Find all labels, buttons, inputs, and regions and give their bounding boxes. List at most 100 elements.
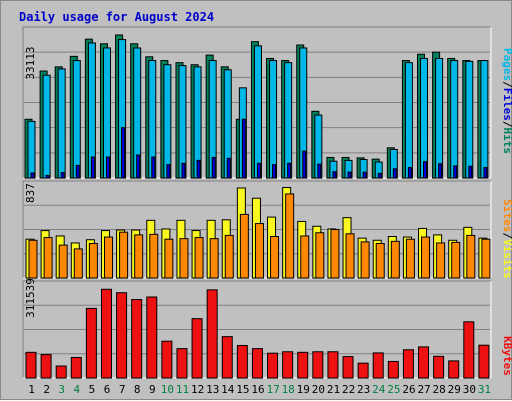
sites-bar	[28, 239, 38, 279]
legend-visits-panel: Sites/Visits	[501, 199, 512, 279]
pages-bar	[483, 167, 488, 179]
pages-bar	[332, 171, 337, 179]
sites-bar	[88, 243, 98, 279]
day-label: 12	[191, 383, 204, 396]
day-label: 20	[312, 383, 325, 396]
kbytes-bar	[357, 362, 369, 379]
pages-bar	[60, 172, 65, 179]
sites-bar	[345, 233, 355, 279]
kbytes-y-tick-label: 311539	[24, 278, 37, 318]
kbytes-bar	[372, 352, 384, 379]
legend-sites: Sites	[501, 199, 512, 232]
kbytes-bar	[176, 348, 188, 379]
kbytes-bar	[40, 354, 52, 379]
pages-bar	[453, 165, 458, 179]
kbytes-bar	[297, 351, 309, 379]
pages-bar	[90, 156, 95, 179]
kbytes-bar	[312, 351, 324, 379]
legend-hits: Hits	[501, 128, 512, 155]
sites-bar	[149, 233, 159, 279]
sites-bar	[119, 231, 129, 279]
kbytes-bar	[327, 351, 339, 379]
sites-bar	[164, 238, 174, 279]
files-bar	[163, 64, 172, 179]
files-bar	[450, 60, 459, 179]
day-label: 3	[58, 383, 65, 396]
kbytes-bar	[267, 352, 279, 379]
day-label: 8	[134, 383, 141, 396]
day-label: 28	[433, 383, 446, 396]
kbytes-bar	[161, 340, 173, 379]
pages-bar	[407, 167, 412, 179]
day-label: 30	[463, 383, 476, 396]
kbytes-bar	[221, 336, 233, 379]
sites-bar	[421, 236, 431, 279]
day-label: 25	[387, 383, 400, 396]
sites-bar	[375, 243, 385, 279]
files-bar	[57, 68, 66, 179]
pages-bar	[151, 156, 156, 179]
day-label: 9	[149, 383, 156, 396]
pages-bar	[287, 162, 292, 179]
kbytes-bar	[85, 307, 97, 379]
day-label: 29	[448, 383, 461, 396]
pages-bar	[392, 168, 397, 179]
pages-bar	[136, 154, 141, 179]
sites-bar	[330, 229, 340, 279]
files-bar	[284, 62, 293, 179]
legend-pages: Pages	[501, 48, 512, 81]
legend-hits-panel: Pages/Files/Hits	[501, 48, 512, 154]
kbytes-bar	[191, 318, 203, 379]
sites-bar	[43, 237, 53, 279]
files-bar	[404, 62, 413, 179]
visits-y-tick-label: 837	[24, 183, 37, 203]
kbytes-bar	[206, 289, 218, 379]
pages-bar	[438, 163, 443, 179]
pages-bar	[362, 171, 367, 179]
pages-bar	[347, 171, 352, 179]
pages-bar	[45, 174, 50, 179]
pages-bar	[272, 164, 277, 179]
sites-bar	[239, 213, 249, 279]
kbytes-bar	[25, 351, 37, 379]
hits-files-pages-panel	[22, 26, 492, 179]
sites-bar	[254, 223, 264, 279]
day-label: 5	[89, 383, 96, 396]
pages-bar	[121, 127, 126, 179]
pages-bar	[302, 150, 307, 179]
files-bar	[42, 74, 51, 179]
chart-title: Daily usage for August 2024	[19, 10, 214, 24]
hits-y-tick-label: 33113	[24, 46, 37, 79]
day-label: 27	[417, 383, 430, 396]
kbytes-bar	[146, 296, 158, 379]
pages-bar	[181, 162, 186, 179]
sites-bar	[103, 236, 113, 279]
kbytes-bar	[236, 344, 248, 379]
sites-bar	[300, 235, 310, 279]
sites-bar	[315, 232, 325, 279]
visits-sites-panel	[22, 180, 492, 279]
kbytes-bar	[463, 321, 475, 379]
kbytes-bar	[478, 344, 490, 379]
day-label: 11	[176, 383, 189, 396]
legend-files: Files	[501, 88, 512, 121]
day-label: 17	[266, 383, 279, 396]
day-label: 1	[28, 383, 35, 396]
day-label: 19	[297, 383, 310, 396]
sites-bar	[405, 238, 415, 279]
sites-bar	[481, 238, 491, 279]
day-label: 23	[357, 383, 370, 396]
day-label: 21	[327, 383, 340, 396]
pages-bar	[105, 156, 110, 179]
legend-visits: Visits	[501, 239, 512, 279]
kbytes-bar	[100, 288, 112, 379]
day-label: 31	[478, 383, 491, 396]
files-bar	[72, 60, 81, 179]
pages-bar	[377, 172, 382, 179]
pages-bar	[211, 156, 216, 179]
kbytes-bar	[70, 356, 82, 379]
sites-bar	[58, 244, 68, 279]
day-label: 10	[161, 383, 174, 396]
day-label: 13	[206, 383, 219, 396]
